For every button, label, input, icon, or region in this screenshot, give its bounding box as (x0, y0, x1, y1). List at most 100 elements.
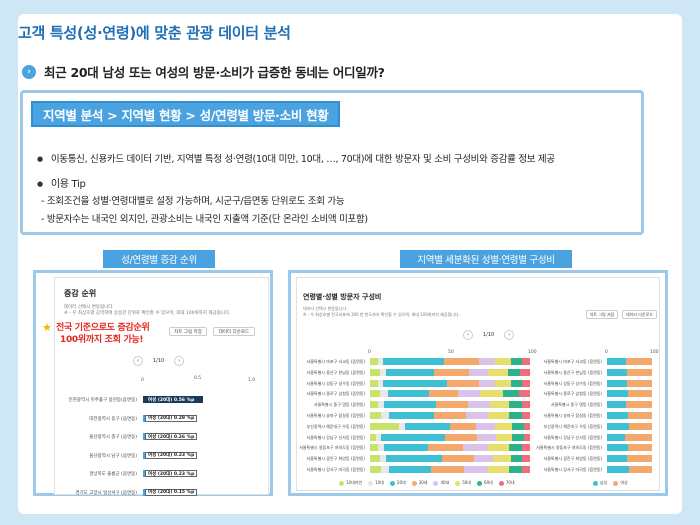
gender-row-label: 서울특별시 성동구 성수동 (읍면동) (543, 380, 602, 386)
next-page-button-2[interactable]: › (504, 330, 515, 340)
age-segment (385, 455, 442, 463)
gender-stacked-bar[interactable] (607, 358, 652, 365)
age-segment (385, 368, 434, 376)
age-segment (435, 401, 468, 409)
gender-segment (607, 379, 627, 387)
age-stacked-bar[interactable] (370, 433, 530, 441)
age-stacked-bar[interactable] (370, 358, 530, 365)
gender-segment (607, 422, 629, 430)
axis-tick-05: 0.5 (194, 376, 202, 381)
age-segment (488, 466, 510, 473)
gender-stacked-bar[interactable] (607, 401, 652, 409)
age-segment (512, 433, 524, 441)
gender-stacked-bar[interactable] (607, 455, 652, 463)
age-legend-item: 10대미만 (339, 480, 362, 486)
gender-row-label: 서울특별시 강남구 신사동 (읍면동) (543, 434, 602, 440)
age-segment (521, 455, 530, 463)
gender-stacked-bar[interactable] (607, 379, 652, 387)
save-chart-button[interactable]: 차트 그림 저장 (169, 327, 207, 336)
question-row: › 최근 20대 남성 또는 여성의 방문·소비가 급증한 동네는 어디일까? (22, 62, 385, 81)
age-segment (509, 466, 522, 473)
next-page-button[interactable]: › (174, 356, 185, 366)
composition-chart: 서울특별시 마포구 서교동 (읍면동) 서울특별시 마포구 서교동 (읍면동) 서울… (297, 278, 659, 490)
legend-swatch (411, 480, 417, 486)
gender-segment (627, 368, 652, 376)
age-segment (496, 433, 513, 441)
age-segment (398, 422, 406, 430)
left-axis-tick-0: 0 (368, 350, 371, 355)
rank-row-label: 울산광역시 남구 (읍면동) (89, 453, 137, 459)
age-stacked-bar[interactable] (370, 401, 530, 409)
age-segment (509, 444, 522, 452)
age-segment (510, 455, 522, 463)
gender-stacked-bar[interactable] (607, 390, 652, 398)
age-stacked-bar[interactable] (370, 368, 530, 376)
composition-row-label: 서울특별시 성동구 성수동 (읍면동) (306, 380, 365, 386)
age-segment (379, 368, 386, 376)
rank-row-label: 경상북도 울릉군 (읍면동) (89, 472, 137, 477)
gender-legend-item: 여성 (613, 480, 628, 486)
age-stacked-bar[interactable] (370, 455, 530, 463)
prev-page-button[interactable]: ‹ (133, 356, 143, 366)
gender-segment (607, 466, 629, 473)
composition-row-label: 서울특별시 용산구 한남동 (읍면동) (306, 369, 365, 375)
download-data-button[interactable]: 데이터 다운로드 (213, 327, 255, 336)
age-segment (488, 368, 508, 376)
gender-segment (628, 466, 652, 473)
breadcrumb: 지역별 분석 > 지역별 현황 > 성/연령별 방문·소비 현황 (31, 101, 341, 127)
age-segment (378, 379, 383, 387)
age-segment (523, 433, 530, 441)
age-segment (405, 422, 450, 430)
rank-row-label: 대전광역시 동구 (읍면동) (89, 416, 137, 422)
age-stacked-bar[interactable] (370, 412, 530, 419)
age-segment (489, 401, 510, 409)
age-segment (521, 444, 530, 452)
prev-page-button-2[interactable]: ‹ (463, 330, 473, 340)
age-segment (370, 455, 380, 463)
age-stacked-bar[interactable] (370, 444, 530, 452)
age-segment (521, 412, 530, 419)
gender-stacked-bar[interactable] (607, 422, 652, 430)
tip-title: 이용 Tip (37, 175, 86, 190)
gender-stacked-bar[interactable] (607, 368, 652, 376)
age-legend: 10대미만 10대 20대 30대 40대 50대 60대 70대 (339, 480, 515, 486)
age-stacked-bar[interactable] (370, 466, 530, 473)
age-segment (382, 379, 447, 387)
rank-title: 증감 순위 (64, 289, 97, 298)
rank-value-label: 여성 (20대) 0.23 %p (145, 470, 198, 477)
gender-legend: 남성 여성 (593, 480, 628, 486)
right-axis-tick-100: 100 (650, 350, 659, 355)
age-segment (464, 466, 489, 473)
gender-stacked-bar[interactable] (607, 444, 652, 452)
composition-row-label: 서울특별시 광진구 화양동 (읍면동) (306, 456, 365, 462)
age-segment (430, 466, 465, 473)
gender-row-label: 서울특별시 종로구 삼청동 (읍면동) (543, 391, 602, 397)
gender-stacked-bar[interactable] (607, 412, 652, 419)
age-segment (379, 390, 388, 398)
composition-pager: ‹ 1/10 › (463, 330, 515, 340)
age-stacked-bar[interactable] (370, 390, 530, 398)
info-box: 지역별 분석 > 지역별 현황 > 성/연령별 방문·소비 현황 이동통신, 신… (20, 90, 644, 235)
age-stacked-bar[interactable] (370, 379, 530, 387)
gender-segment (627, 444, 652, 452)
gender-segment (607, 368, 628, 376)
download-data-button-2[interactable]: 데이터 다운로드 (622, 310, 657, 319)
chevron-right-icon: › (22, 64, 36, 79)
gender-stacked-bar[interactable] (607, 466, 652, 473)
rank-value-label: 여성 (20대) 0.56 %p (145, 396, 198, 403)
gender-row-label: 서울특별시 광진구 화양동 (읍면동) (543, 456, 602, 462)
age-stacked-bar[interactable] (370, 422, 530, 430)
gender-segment (627, 390, 652, 398)
gender-segment (607, 390, 628, 398)
legend-label: 40대 (440, 480, 450, 485)
gender-row-label: 서울특별시 용산구 한남동 (읍면동) (543, 369, 602, 375)
gender-stacked-bar[interactable] (607, 433, 652, 441)
age-segment (429, 390, 458, 398)
composition-row-label: 서울특별시 강서구 마곡동 (읍면동) (306, 467, 365, 472)
rank-value-label: 여성 (20대) 0.26 %p (145, 433, 198, 440)
age-segment (510, 379, 522, 387)
age-segment (370, 466, 382, 473)
legend-swatch (368, 480, 374, 486)
page-indicator: 1/10 (153, 358, 165, 364)
save-chart-button-2[interactable]: 차트 그림 저장 (586, 310, 618, 319)
